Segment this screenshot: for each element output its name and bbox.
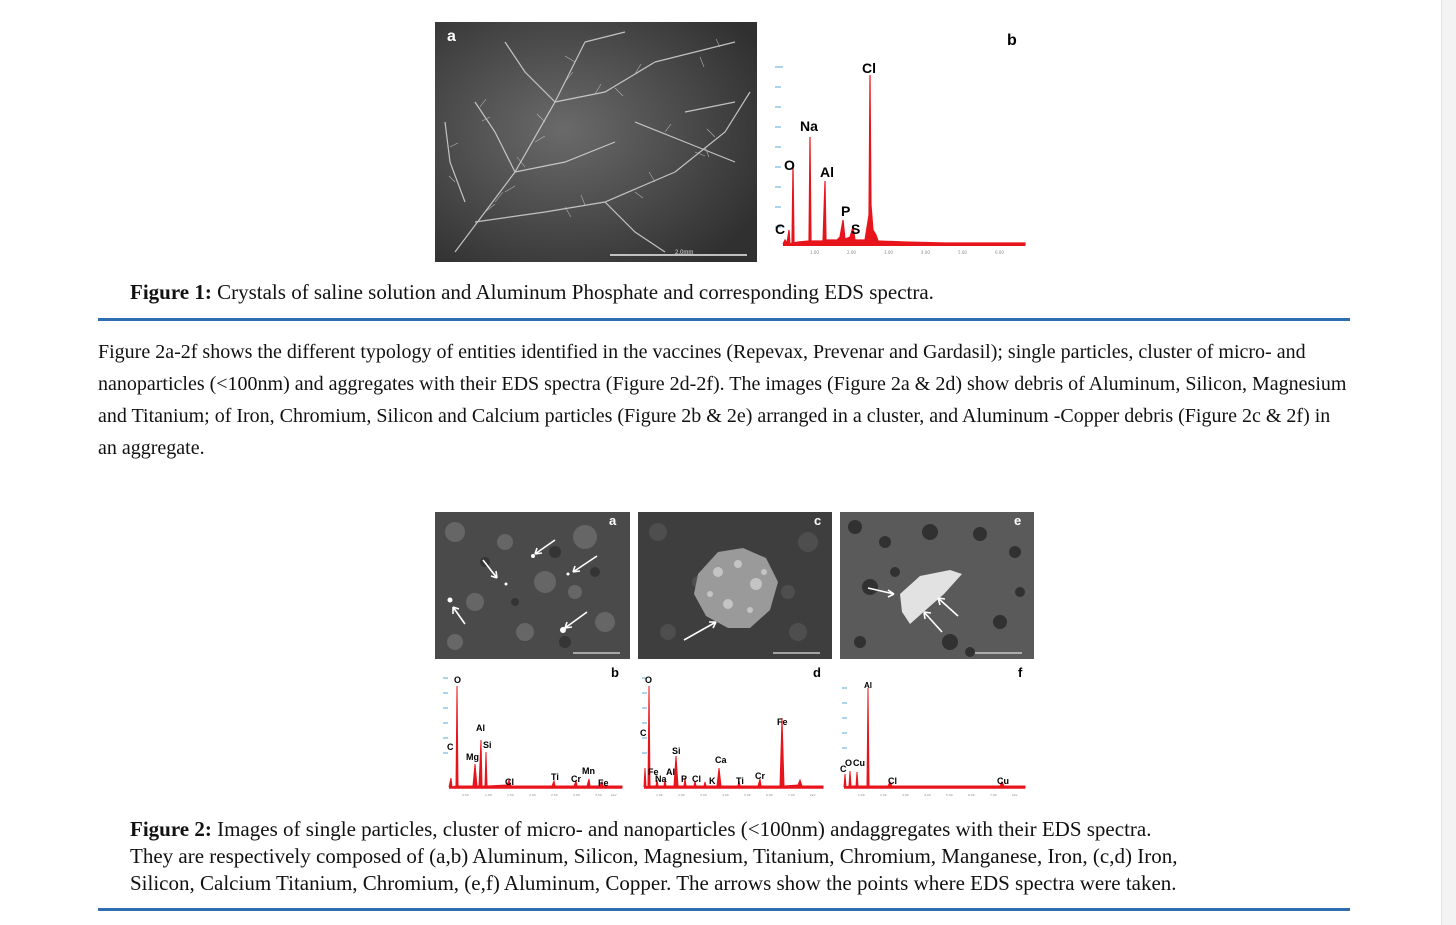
figure2-panel-b-letter: b [611, 665, 619, 680]
svg-text:3.00: 3.00 [902, 793, 909, 797]
figure2-caption-line2: They are respectively composed of (a,b) … [130, 844, 1178, 868]
figure1-panel-a-letter: a [447, 28, 456, 45]
svg-text:1.50: 1.50 [507, 793, 514, 797]
figure1-caption-text: Crystals of saline solution and Aluminum… [211, 280, 934, 304]
spectrum-b-peak-al: Al [476, 723, 485, 733]
figure2-panel-d-letter: d [813, 665, 821, 680]
svg-text:1.00: 1.00 [810, 250, 819, 255]
svg-text:3.00: 3.00 [884, 250, 893, 255]
figure1-rule [98, 318, 1350, 321]
figure2-panel-e-micrograph [840, 512, 1034, 659]
spectrum-d-peak-ca: Ca [715, 755, 727, 765]
spectrum-d-peak-p: P [681, 774, 688, 784]
spectrum-d-peak-cr: Cr [755, 771, 766, 781]
figure1-caption-label: Figure 1: [130, 280, 212, 304]
svg-text:keV: keV [611, 793, 617, 797]
svg-text:3.00: 3.00 [700, 793, 707, 797]
svg-text:5.00: 5.00 [744, 793, 751, 797]
svg-text:1.00: 1.00 [656, 793, 663, 797]
spectrum-f-peak-cu-l: Cu [853, 758, 865, 768]
svg-text:1.00: 1.00 [858, 793, 865, 797]
svg-text:2.00: 2.00 [847, 250, 856, 255]
spectrum-d-peak-fe: Fe [777, 717, 788, 727]
spectrum-d-peak-na: Na [655, 774, 667, 784]
figure2-panel-d-spectrum: 1.00 2.00 3.00 4.00 5.00 6.00 7.00 keV [638, 668, 832, 802]
svg-text:7.00: 7.00 [788, 793, 795, 797]
svg-text:6.00: 6.00 [968, 793, 975, 797]
spectrum-d-peak-k: K [709, 776, 716, 786]
svg-text:4.00: 4.00 [921, 250, 930, 255]
vertical-scrollbar[interactable] [1441, 0, 1456, 925]
svg-text:4.00: 4.00 [722, 793, 729, 797]
spectrum1-peak-na: Na [800, 118, 818, 134]
svg-text:5.00: 5.00 [946, 793, 953, 797]
spectrum-b-peak-c: C [447, 742, 454, 752]
spectrum1-peak-p: P [841, 203, 851, 219]
svg-text:0.50: 0.50 [462, 793, 469, 797]
figure2-panel-b-spectrum: 0.50 1.00 1.50 2.00 2.50 3.00 3.50 keV [437, 668, 630, 802]
spectrum-b-peak-cl: Cl [505, 777, 514, 787]
svg-text:keV: keV [1012, 793, 1018, 797]
spectrum-f-peak-cu: Cu [997, 776, 1009, 786]
svg-text:2.50: 2.50 [551, 793, 558, 797]
spectrum1-peak-cl: Cl [862, 60, 876, 76]
figure1-scale-label: 2.0mm [675, 250, 694, 256]
figure2-panel-a-letter: a [609, 513, 617, 528]
figure2-panel-f-letter: f [1018, 665, 1023, 680]
figure1-panel-b-spectrum: 1.00 2.00 3.00 4.00 5.00 6.00 [765, 55, 1030, 260]
figure2-panel-e-letter: e [1014, 513, 1022, 528]
svg-text:3.00: 3.00 [573, 793, 580, 797]
figure2-caption-line3: Silicon, Calcium Titanium, Chromium, (e,… [130, 871, 1177, 895]
svg-text:7.00: 7.00 [990, 793, 997, 797]
spectrum-b-peak-o: O [454, 675, 462, 685]
spectrum1-peak-al: Al [820, 164, 834, 180]
spectrum-f-peak-cl: Cl [888, 776, 897, 786]
svg-text:keV: keV [810, 793, 816, 797]
figure2-caption-line1: Figure 2: Images of single particles, cl… [130, 816, 1345, 843]
svg-text:1.00: 1.00 [485, 793, 492, 797]
spectrum-d-peak-ti: Ti [736, 776, 744, 786]
figure1-panel-a-micrograph [435, 22, 757, 262]
spectrum1-peak-c: C [775, 221, 786, 237]
spectrum-d-peak-si: Si [672, 746, 681, 756]
spectrum1-peak-o: O [784, 157, 795, 173]
figure2-caption-label: Figure 2: [130, 817, 212, 841]
spectrum-f-peak-c: C [840, 764, 847, 774]
figure2-panel-a-micrograph [435, 512, 630, 659]
spectrum-d-peak-fe-l: Fe [648, 767, 659, 777]
figure1-caption: Figure 1: Crystals of saline solution an… [130, 279, 1330, 306]
figure2-panel-c-micrograph [638, 512, 832, 659]
figure2-caption: Figure 2: Images of single particles, cl… [130, 816, 1345, 897]
svg-text:6.00: 6.00 [766, 793, 773, 797]
spectrum-b-peak-fe: Fe [598, 778, 609, 788]
figure2-panel-f-spectrum: 1.00 2.00 3.00 4.00 5.00 6.00 7.00 keV [840, 668, 1034, 802]
svg-text:5.00: 5.00 [958, 250, 967, 255]
spectrum-b-peak-si: Si [483, 740, 492, 750]
spectrum-b-peak-cr: Cr [571, 774, 582, 784]
spectrum1-peak-s: S [851, 221, 861, 237]
spectrum-d-peak-o: O [645, 675, 653, 685]
spectrum-f-peak-al: Al [864, 681, 872, 690]
svg-text:2.00: 2.00 [880, 793, 887, 797]
svg-text:2.00: 2.00 [678, 793, 685, 797]
spectrum-f-peak-o: O [845, 758, 853, 768]
spectrum-d-peak-cl: Cl [692, 774, 701, 784]
spectrum-b-peak-mg: Mg [466, 752, 479, 762]
spectrum-d-peak-al: Al [666, 767, 675, 777]
spectrum-b-peak-ti: Ti [551, 772, 559, 782]
figure1-panel-b-letter: b [1007, 32, 1017, 49]
svg-text:2.00: 2.00 [529, 793, 536, 797]
figure2-rule [98, 908, 1350, 911]
svg-text:6.00: 6.00 [995, 250, 1004, 255]
spectrum-d-peak-c: C [640, 728, 647, 738]
svg-text:4.00: 4.00 [924, 793, 931, 797]
svg-text:3.50: 3.50 [595, 793, 602, 797]
body-paragraph: Figure 2a-2f shows the different typolog… [98, 341, 1347, 459]
spectrum-b-peak-mn: Mn [582, 766, 595, 776]
figure2-panel-c-letter: c [814, 513, 822, 528]
figure2-caption-text1: Images of single particles, cluster of m… [211, 817, 1152, 841]
